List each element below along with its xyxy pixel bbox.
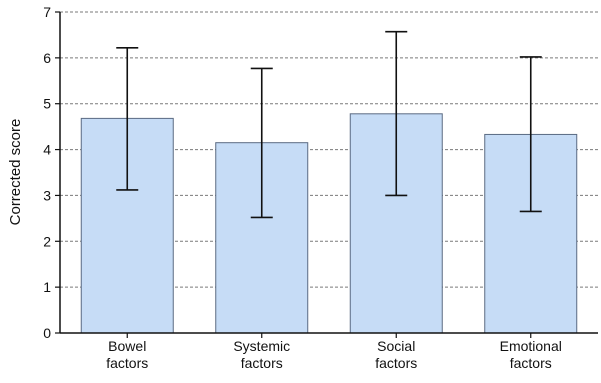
x-category-label: Systemic [233,338,290,354]
y-tick-label: 0 [43,325,51,341]
axes [55,11,598,338]
y-tick-label: 2 [43,233,51,249]
bars [80,113,578,334]
y-tick-label: 7 [43,4,51,20]
y-tick-label: 5 [43,96,51,112]
y-axis-title: Corrected score [7,119,24,226]
y-tick-label: 3 [43,187,51,203]
y-tick-label: 1 [43,279,51,295]
y-tick-label: 4 [43,142,51,158]
x-category-label: factors [375,355,417,371]
x-category-label: Social [377,338,415,354]
x-category-label: factors [241,355,283,371]
y-tick-label: 6 [43,50,51,66]
x-category-label: factors [510,355,552,371]
x-category-label: Emotional [500,338,562,354]
labels: 01234567BowelfactorsSystemicfactorsSocia… [43,4,562,371]
error-bars [116,30,542,219]
x-category-label: Bowel [108,338,146,354]
x-category-label: factors [106,355,148,371]
